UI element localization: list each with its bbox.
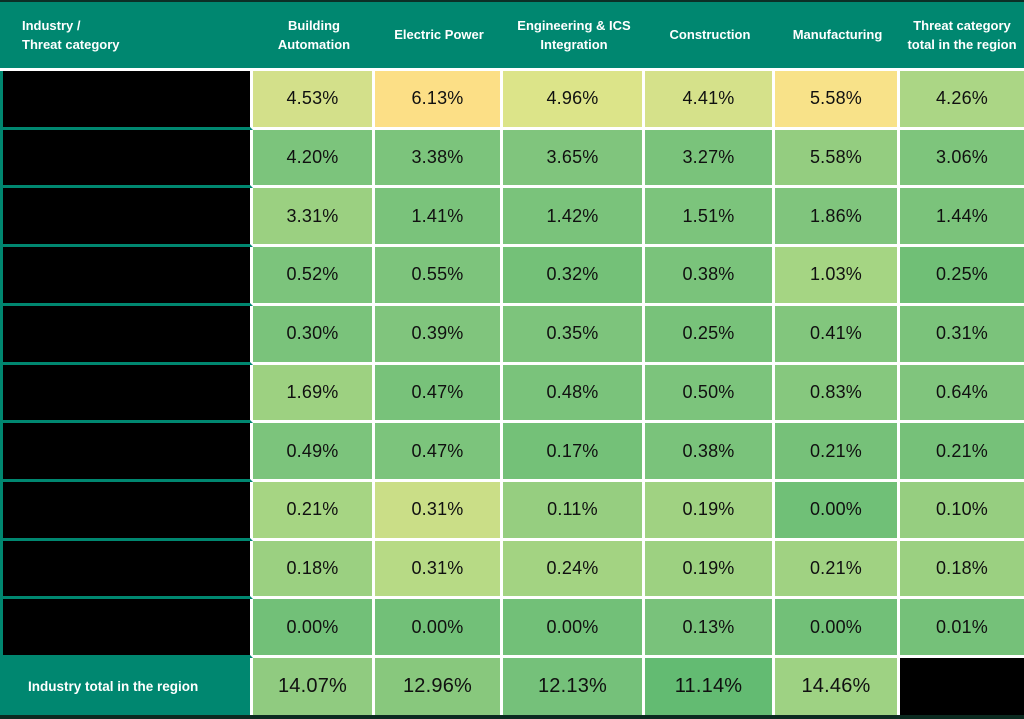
value-cell: 0.13% — [645, 599, 775, 658]
value-cell: 0.50% — [645, 364, 775, 424]
value-cell: 1.03% — [775, 247, 900, 306]
footer-total-cell: 14.46% — [775, 658, 900, 715]
value-cell: 0.21% — [253, 481, 375, 541]
value-cell: 0.83% — [775, 364, 900, 424]
value-cell: 0.25% — [645, 305, 775, 365]
value-cell: 3.38% — [375, 129, 503, 189]
value-cell: 6.13% — [375, 71, 503, 130]
column-header-engineering-ics-integration: Engineering & ICS Integration — [503, 2, 645, 71]
row-header-line1: Industry / — [22, 17, 81, 33]
row-label-redacted — [0, 481, 253, 541]
value-cell: 4.41% — [645, 71, 775, 130]
column-header-construction: Construction — [645, 2, 775, 71]
row-label-redacted — [0, 599, 253, 658]
row-label-redacted — [0, 129, 253, 189]
footer-total-cell: 11.14% — [645, 658, 775, 715]
row-label-redacted — [0, 423, 253, 482]
row-label-redacted — [0, 540, 253, 600]
column-header-electric-power: Electric Power — [375, 2, 503, 71]
value-cell: 0.18% — [900, 540, 1024, 600]
value-cell: 0.21% — [775, 540, 900, 600]
value-cell: 5.58% — [775, 129, 900, 189]
value-cell: 0.01% — [900, 599, 1024, 658]
value-cell: 0.38% — [645, 247, 775, 306]
value-cell: 0.18% — [253, 540, 375, 600]
value-cell: 0.52% — [253, 247, 375, 306]
footer-total-cell: 12.13% — [503, 658, 645, 715]
value-cell: 0.21% — [775, 423, 900, 482]
value-cell: 3.65% — [503, 129, 645, 189]
value-cell: 4.20% — [253, 129, 375, 189]
value-cell: 3.06% — [900, 129, 1024, 189]
footer-total-cell: 14.07% — [253, 658, 375, 715]
value-cell: 4.53% — [253, 71, 375, 130]
value-cell: 0.19% — [645, 481, 775, 541]
value-cell: 0.49% — [253, 423, 375, 482]
value-cell: 0.31% — [375, 540, 503, 600]
value-cell: 0.10% — [900, 481, 1024, 541]
value-cell: 1.69% — [253, 364, 375, 424]
column-header-manufacturing: Manufacturing — [775, 2, 900, 71]
footer-total-cell: 12.96% — [375, 658, 503, 715]
row-label-redacted — [0, 71, 253, 130]
value-cell: 0.00% — [253, 599, 375, 658]
value-cell: 0.47% — [375, 423, 503, 482]
value-cell: 1.41% — [375, 188, 503, 248]
header-industry-threat-category: Industry / Threat category — [0, 2, 253, 71]
footer-industry-total-label: Industry total in the region — [0, 658, 253, 715]
value-cell: 0.47% — [375, 364, 503, 424]
value-cell: 0.32% — [503, 247, 645, 306]
value-cell: 0.30% — [253, 305, 375, 365]
value-cell: 0.31% — [375, 481, 503, 541]
value-cell: 0.00% — [375, 599, 503, 658]
value-cell: 4.96% — [503, 71, 645, 130]
column-header-building-automation: Building Automation — [253, 2, 375, 71]
footer-total-redacted — [900, 658, 1024, 715]
value-cell: 0.48% — [503, 364, 645, 424]
value-cell: 0.00% — [775, 481, 900, 541]
value-cell: 0.11% — [503, 481, 645, 541]
value-cell: 0.25% — [900, 247, 1024, 306]
value-cell: 0.38% — [645, 423, 775, 482]
value-cell: 0.35% — [503, 305, 645, 365]
value-cell: 1.42% — [503, 188, 645, 248]
value-cell: 4.26% — [900, 71, 1024, 130]
value-cell: 0.55% — [375, 247, 503, 306]
value-cell: 0.64% — [900, 364, 1024, 424]
value-cell: 0.17% — [503, 423, 645, 482]
column-header-threat-category-total-in-the-region: Threat category total in the region — [900, 2, 1024, 71]
row-label-redacted — [0, 188, 253, 248]
value-cell: 5.58% — [775, 71, 900, 130]
value-cell: 0.31% — [900, 305, 1024, 365]
value-cell: 0.39% — [375, 305, 503, 365]
value-cell: 1.86% — [775, 188, 900, 248]
value-cell: 1.44% — [900, 188, 1024, 248]
row-label-redacted — [0, 247, 253, 306]
value-cell: 0.41% — [775, 305, 900, 365]
row-label-redacted — [0, 364, 253, 424]
value-cell: 1.51% — [645, 188, 775, 248]
value-cell: 3.31% — [253, 188, 375, 248]
row-header-line2: Threat category — [22, 37, 120, 52]
value-cell: 0.00% — [503, 599, 645, 658]
value-cell: 3.27% — [645, 129, 775, 189]
value-cell: 0.21% — [900, 423, 1024, 482]
value-cell: 0.24% — [503, 540, 645, 600]
value-cell: 0.00% — [775, 599, 900, 658]
value-cell: 0.19% — [645, 540, 775, 600]
row-label-redacted — [0, 305, 253, 365]
